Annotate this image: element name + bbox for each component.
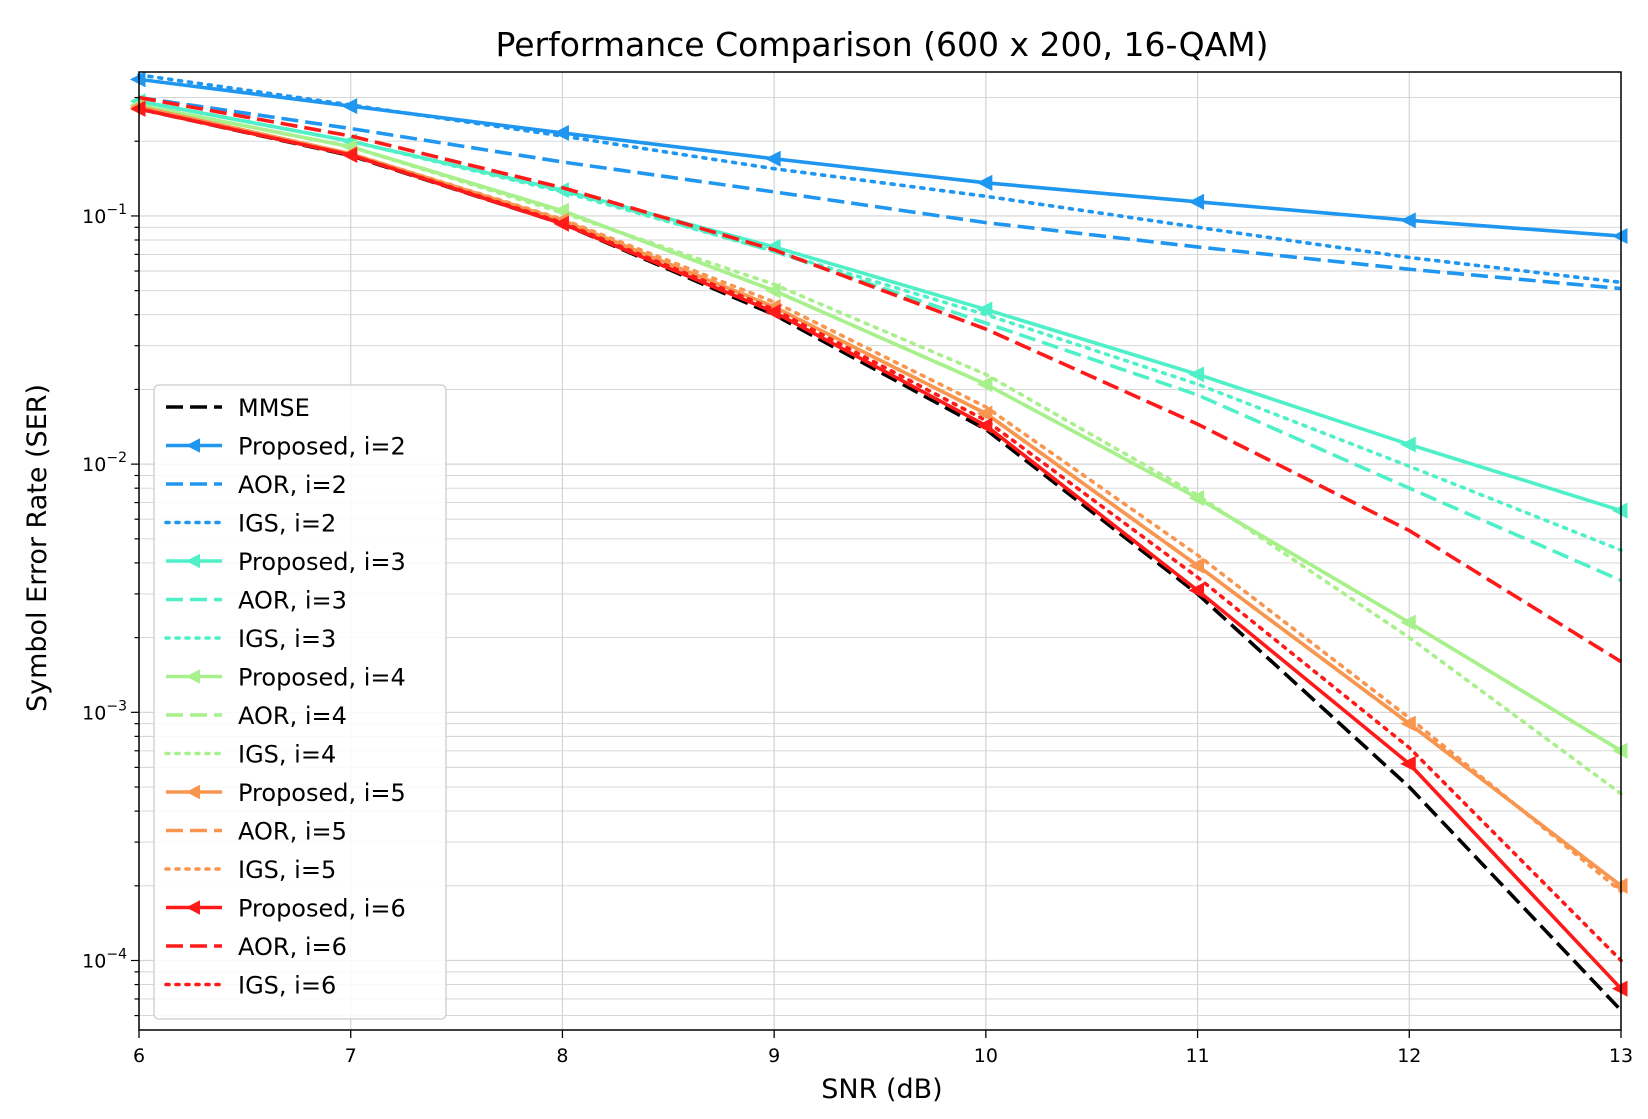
series-line [137, 107, 1623, 963]
data-point [976, 174, 993, 191]
data-point [553, 215, 569, 232]
series-lines [129, 71, 1628, 1012]
data-point [1611, 502, 1628, 519]
x-tick-label: 6 [133, 1045, 145, 1067]
data-point [1611, 228, 1628, 245]
series-igs-i-6 [137, 107, 1623, 963]
series-line [138, 95, 1622, 664]
legend-label: AOR, i=2 [238, 471, 347, 499]
legend-label: AOR, i=5 [238, 818, 347, 846]
legend-item: AOR, i=5 [166, 818, 347, 846]
data-point [1188, 193, 1205, 210]
legend-label: Proposed, i=2 [238, 433, 406, 461]
series-aor-i-2 [138, 95, 1622, 291]
y-tick-label: 10−1 [82, 202, 127, 228]
legend-item: AOR, i=3 [166, 587, 347, 615]
x-tick-label: 9 [768, 1045, 780, 1067]
data-point [1400, 755, 1416, 772]
data-point [1400, 436, 1416, 453]
legend-label: IGS, i=4 [238, 741, 336, 769]
legend-item: Proposed, i=4 [166, 664, 406, 692]
data-point [1400, 212, 1416, 229]
x-tick-label: 13 [1609, 1045, 1633, 1067]
series-line [138, 95, 1622, 291]
axis-ticks: 6 7 8 9 10 11 12 13 10−1 10−2 10−3 10−4 [82, 96, 1633, 1067]
legend-item: IGS, i=4 [164, 741, 336, 769]
series-igs-i-3 [137, 99, 1623, 553]
legend-item: MMSE [166, 394, 310, 422]
plot-frame [138, 71, 1622, 1031]
legend-label: Proposed, i=3 [238, 548, 406, 576]
data-point [1188, 366, 1205, 383]
legend-label: Proposed, i=6 [238, 895, 406, 923]
x-axis-label: SNR (dB) [821, 1074, 942, 1105]
data-point [1611, 742, 1628, 759]
legend-label: Proposed, i=5 [238, 779, 406, 807]
legend-item: IGS, i=5 [164, 856, 336, 884]
legend-label: MMSE [238, 394, 310, 422]
legend-marker [186, 900, 200, 915]
y-tick-label: 10−3 [82, 698, 127, 724]
series-igs-i-2 [137, 73, 1623, 285]
y-tick-label: 10−4 [82, 947, 127, 973]
series-line [137, 103, 1623, 796]
legend: MMSE Proposed, i=2 AOR, i=2 IGS, i=2 Propose… [153, 384, 447, 1020]
legend-label: AOR, i=4 [238, 702, 347, 730]
legend-marker [186, 669, 200, 684]
series-aor-i-6 [138, 95, 1622, 664]
legend-label: IGS, i=5 [238, 856, 336, 884]
legend-item: IGS, i=2 [164, 510, 336, 538]
legend-marker [186, 784, 200, 800]
legend-label: AOR, i=6 [238, 933, 347, 961]
chart-title: Performance Comparison (600 x 200, 16-QA… [495, 25, 1268, 64]
data-point [1188, 582, 1205, 599]
data-point [341, 146, 358, 164]
series-line [137, 99, 1623, 553]
legend-marker [186, 438, 200, 453]
y-axis-label: Symbol Error Rate (SER) [22, 384, 53, 712]
x-tick-label: 10 [974, 1045, 998, 1067]
legend-item: Proposed, i=5 [166, 779, 406, 807]
x-tick-label: 7 [345, 1045, 357, 1067]
series-line [137, 73, 1623, 285]
legend-item: AOR, i=4 [166, 702, 347, 730]
legend-item: IGS, i=6 [164, 972, 336, 1000]
legend-item: AOR, i=2 [166, 471, 347, 499]
legend-item: AOR, i=6 [166, 933, 347, 961]
legend-label: IGS, i=6 [238, 972, 336, 1000]
data-point [765, 150, 781, 167]
x-tick-label: 8 [556, 1045, 568, 1067]
y-tick-label: 10−2 [82, 450, 127, 476]
legend-label: AOR, i=3 [238, 587, 347, 615]
legend-label: Proposed, i=4 [238, 664, 406, 692]
legend-item: Proposed, i=3 [166, 548, 406, 576]
x-tick-label: 11 [1185, 1045, 1209, 1067]
legend-label: IGS, i=2 [238, 510, 336, 538]
legend-item: Proposed, i=6 [166, 895, 406, 923]
legend-marker [186, 553, 200, 569]
legend-item: Proposed, i=2 [166, 433, 406, 461]
data-point [1611, 980, 1628, 997]
legend-box [153, 384, 447, 1020]
series-igs-i-4 [137, 103, 1623, 796]
x-tick-label: 12 [1397, 1045, 1421, 1067]
legend-item: IGS, i=3 [164, 625, 336, 653]
legend-label: IGS, i=3 [238, 625, 336, 653]
